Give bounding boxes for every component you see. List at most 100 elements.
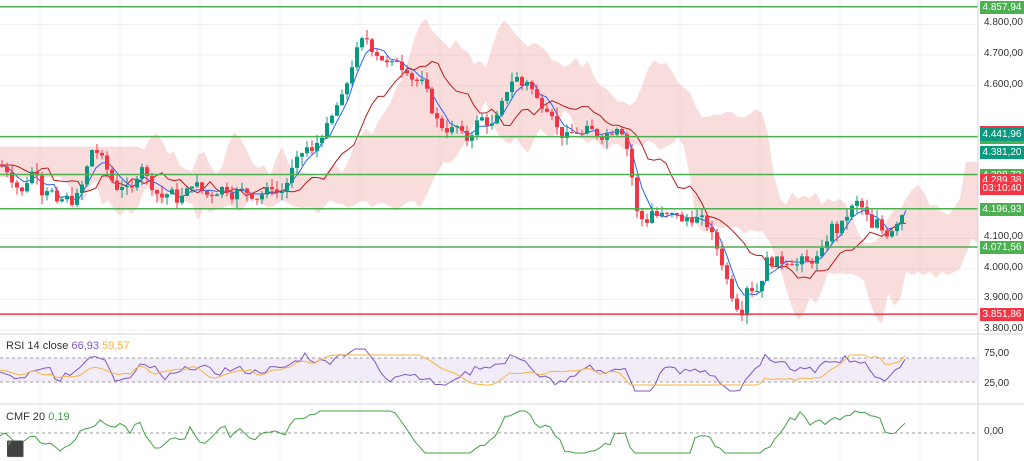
candle-body	[15, 182, 19, 188]
level-price-tag: 4.196,93	[980, 202, 1024, 216]
candle-body	[165, 194, 169, 198]
candle-body	[20, 187, 24, 192]
candle-body	[530, 81, 534, 90]
candle-body	[80, 184, 84, 194]
price-tag: 4.381,20	[980, 146, 1024, 160]
candle-body	[670, 212, 674, 214]
candle-body	[140, 167, 144, 179]
candle-body	[805, 256, 809, 262]
candle-body	[705, 215, 709, 228]
candle-body	[280, 192, 284, 194]
candle-body	[595, 128, 599, 137]
candle-body	[690, 217, 694, 223]
candle-body	[385, 60, 389, 63]
candle-body	[370, 39, 374, 53]
candle-body	[515, 77, 519, 82]
candle-body	[750, 288, 754, 292]
candle-body	[395, 61, 399, 63]
candle-body	[230, 192, 234, 200]
price-axis-tick: 4.700,00	[984, 48, 1023, 59]
candle-body	[660, 212, 664, 216]
candle-body	[770, 257, 774, 267]
cmf-name: CMF	[6, 411, 30, 423]
candle-body	[815, 256, 819, 264]
candle-body	[445, 128, 449, 133]
candle-body	[300, 153, 304, 157]
candle-body	[95, 150, 99, 153]
candle-body	[50, 190, 54, 192]
candle-body	[745, 288, 749, 316]
candle-body	[780, 256, 784, 264]
candle-body	[410, 73, 414, 80]
candle-body	[70, 195, 74, 205]
candle-body	[570, 132, 574, 134]
candle-body	[35, 171, 39, 176]
candle-body	[200, 182, 204, 192]
candle-body	[340, 94, 344, 106]
candle-body	[860, 200, 864, 208]
candle-body	[205, 191, 209, 195]
rsi-length: 14	[27, 340, 40, 352]
candle-body	[865, 207, 869, 215]
candle-body	[285, 182, 289, 193]
candle-body	[885, 230, 889, 237]
candle-body	[325, 123, 329, 138]
candle-body	[665, 212, 669, 214]
candle-body	[675, 212, 679, 215]
rsi-name: RSI	[6, 340, 25, 352]
candle-body	[430, 88, 434, 114]
price-axis-tick: 4.100,00	[984, 231, 1023, 243]
rsi-legend: RSI 14 close 66,93 59,57	[6, 340, 130, 352]
candle-body	[160, 193, 164, 198]
candle-body	[695, 216, 699, 223]
candle-body	[345, 83, 349, 95]
candle-body	[565, 132, 569, 139]
candle-body	[75, 193, 79, 205]
candle-body	[685, 217, 689, 222]
candle-body	[850, 205, 854, 217]
candle-body	[420, 79, 424, 82]
candle-body	[375, 52, 379, 56]
candle-body	[610, 133, 614, 135]
price-tag: 4.441,96	[980, 127, 1024, 141]
candle-body	[720, 248, 724, 266]
candle-body	[305, 147, 309, 154]
candle-body	[535, 89, 539, 99]
candle-body	[30, 171, 34, 184]
candle-body	[450, 127, 454, 133]
candle-body	[550, 111, 554, 117]
candle-body	[655, 211, 659, 216]
candle-body	[130, 185, 134, 188]
candle-body	[490, 123, 494, 126]
candle-body	[795, 264, 799, 266]
candle-body	[575, 132, 579, 134]
candle-body	[0, 165, 4, 167]
candle-body	[315, 143, 319, 151]
candle-body	[425, 79, 429, 89]
candle-body	[365, 38, 369, 40]
candle-body	[240, 188, 244, 190]
candle-body	[295, 156, 299, 168]
rsi-ma-value: 59,57	[102, 340, 130, 352]
price-axis-tick: 4.600,00	[984, 78, 1023, 90]
candle-body	[700, 215, 704, 217]
candle-body	[825, 241, 829, 248]
candle-body	[645, 219, 649, 223]
candle-body	[870, 214, 874, 228]
candle-body	[405, 70, 409, 74]
candle-body	[185, 188, 189, 196]
candle-body	[505, 92, 509, 101]
candle-body	[485, 117, 489, 126]
candle-body	[90, 150, 94, 167]
tradingview-logo-icon: ⬛	[6, 441, 25, 458]
candle-body	[775, 256, 779, 267]
candle-body	[215, 194, 219, 197]
candle-body	[455, 126, 459, 128]
price-axis-tick: 3.900,00	[984, 292, 1023, 304]
candle-body	[330, 115, 334, 124]
candle-body	[255, 198, 259, 200]
candle-body	[310, 147, 314, 151]
candle-body	[355, 47, 359, 68]
candle-body	[620, 129, 624, 135]
